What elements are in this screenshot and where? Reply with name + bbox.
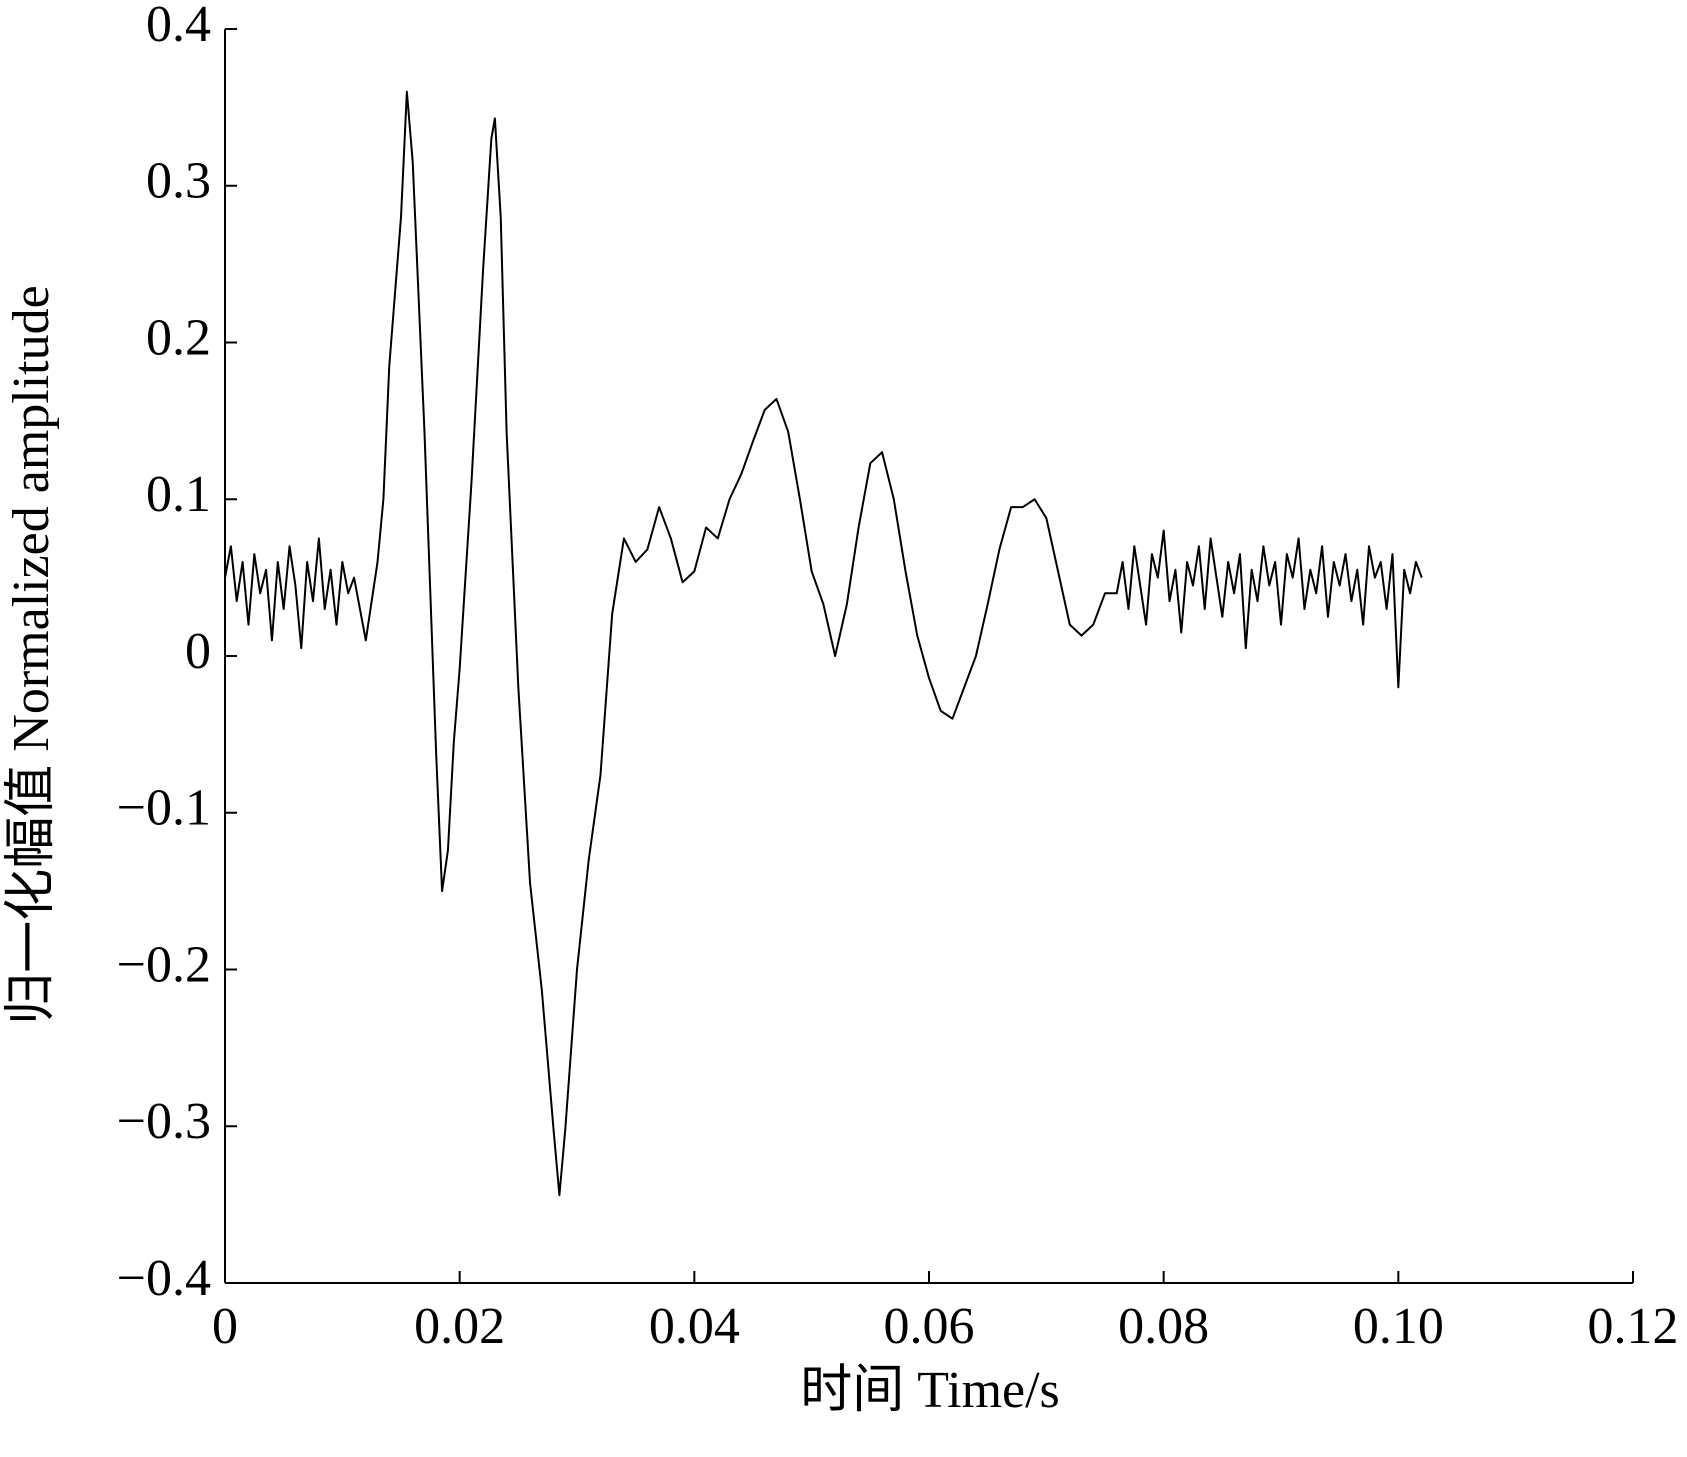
x-axis-label: 时间 Time/s: [800, 1362, 1060, 1419]
signal-line: [224, 90, 1423, 1197]
y-tick-label: 0.4: [146, 0, 211, 53]
y-tick-label: 0: [185, 623, 211, 680]
y-axis-label: 归一化幅值 Normalized amplitude: [3, 285, 60, 1024]
x-tick-label: 0.02: [414, 1298, 505, 1355]
y-tick-label: −0.3: [117, 1093, 211, 1150]
x-tick-label: 0.12: [1588, 1298, 1679, 1355]
y-tick-label: 0.3: [146, 153, 211, 210]
y-tick-label: −0.2: [117, 936, 211, 993]
x-tick-label: 0.04: [649, 1298, 740, 1355]
y-tick-label: 0.2: [146, 309, 211, 366]
x-tick-label: 0.08: [1118, 1298, 1209, 1355]
x-tick-label: 0.10: [1353, 1298, 1444, 1355]
x-tick-label: 0: [212, 1298, 238, 1355]
y-tick-label: −0.1: [117, 780, 211, 837]
y-tick-label: 0.1: [146, 466, 211, 523]
y-tick-label: −0.4: [117, 1250, 211, 1307]
x-tick-label: 0.06: [884, 1298, 975, 1355]
